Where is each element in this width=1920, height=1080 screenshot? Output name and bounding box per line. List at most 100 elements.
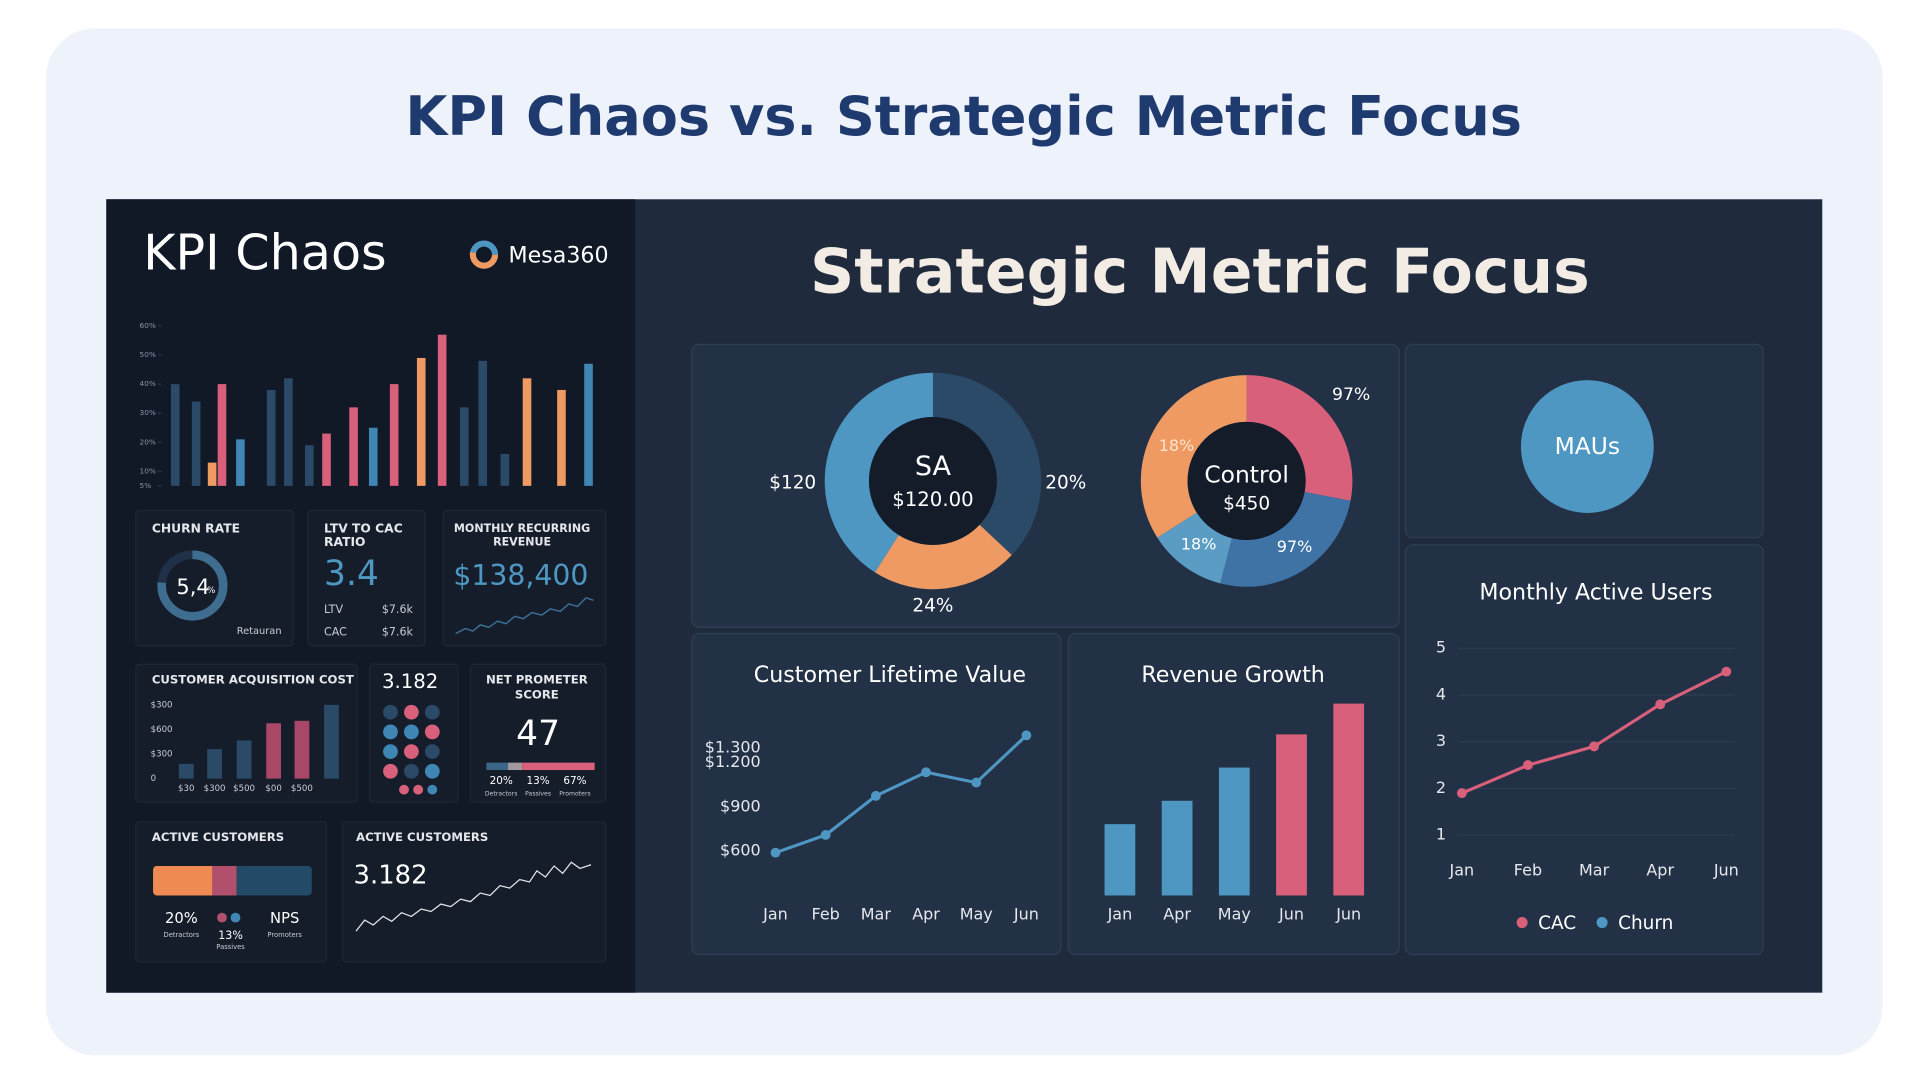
y-tick-label: 3 <box>1436 731 1446 750</box>
data-point <box>1523 760 1533 771</box>
kpi-value: 3.182 <box>382 670 438 693</box>
dot <box>383 704 398 720</box>
split-bar <box>153 865 218 896</box>
y-tick-label: $600 <box>720 841 761 860</box>
donut-segment <box>824 372 933 573</box>
item-name: Detractors <box>164 931 200 939</box>
data-point <box>971 777 982 788</box>
dot <box>217 912 227 923</box>
bar <box>284 378 293 486</box>
bar <box>294 720 310 779</box>
donut-center-value: $450 <box>1223 493 1270 514</box>
dot <box>424 704 440 720</box>
card-label: RATIO <box>324 535 365 549</box>
y-tick-label: $1.200 <box>705 752 761 771</box>
segment-name: Passives <box>525 790 551 797</box>
y-tick-label: 5% <box>140 481 152 490</box>
data-point <box>1456 788 1467 799</box>
dot <box>404 744 419 759</box>
donut-annotation: 18% <box>1181 534 1217 553</box>
donut-segment <box>932 372 1042 556</box>
page-title: KPI Chaos vs. Strategic Metric Focus <box>405 85 1521 148</box>
panel-title: KPI Chaos <box>143 223 386 281</box>
dot <box>383 744 398 759</box>
row-value: $7.6k <box>382 603 414 616</box>
bar <box>478 360 488 486</box>
x-tick-label: $00 <box>265 784 281 794</box>
donut-annotation: $120 <box>769 472 816 493</box>
segment-name: Detractors <box>485 790 517 797</box>
kpi-value: 3.182 <box>354 860 428 890</box>
card <box>341 821 607 963</box>
panel-title: Strategic Metric Focus <box>810 236 1590 308</box>
dot <box>427 784 438 795</box>
y-tick-label: $600 <box>151 725 173 735</box>
bar <box>178 763 194 779</box>
split-bar <box>212 865 237 896</box>
dot <box>383 724 398 740</box>
donut-center: Control <box>1204 461 1288 489</box>
bar <box>266 389 276 486</box>
y-tick-label: $300 <box>151 750 173 760</box>
dot <box>383 763 398 779</box>
bar <box>324 704 339 779</box>
x-tick-label: Feb <box>812 905 840 924</box>
data-point <box>820 830 831 840</box>
data-point <box>1655 699 1666 710</box>
dot <box>404 763 419 779</box>
y-tick-label: 0 <box>151 774 156 784</box>
dot <box>424 724 440 740</box>
data-point <box>921 767 931 778</box>
x-tick-label: Apr <box>1646 860 1674 879</box>
x-tick-label: $500 <box>233 784 255 794</box>
donut-segment <box>1220 492 1351 587</box>
sparkline <box>355 861 592 932</box>
chart-title: Customer Lifetime Value <box>754 662 1026 688</box>
x-tick-label: Jan <box>762 905 788 924</box>
stacked-segment <box>522 762 595 771</box>
gauge-arc <box>157 550 228 621</box>
y-tick-label: 10% <box>140 466 156 475</box>
legend-swatch <box>1596 917 1608 929</box>
x-tick-label: May <box>960 905 993 924</box>
donut-segment <box>1246 375 1353 501</box>
stacked-segment <box>486 762 509 771</box>
segment-name: Promoters <box>559 790 590 797</box>
card-label: NET PROMETER <box>486 673 588 687</box>
kpi-unit: % <box>207 586 215 596</box>
bar <box>1276 734 1307 896</box>
note: Retauran <box>237 626 282 637</box>
y-tick-label: 1 <box>1436 825 1446 844</box>
bar <box>236 740 252 779</box>
bar <box>1333 703 1365 896</box>
bar <box>322 433 331 486</box>
x-tick-label: Jun <box>1278 905 1304 924</box>
donut-annotation: 18% <box>1159 436 1195 455</box>
row-label: LTV <box>324 603 343 616</box>
x-tick-label: Apr <box>912 905 940 924</box>
data-point <box>1021 730 1032 741</box>
y-tick-label: 30% <box>140 408 156 417</box>
x-tick-label: Jun <box>1013 905 1039 924</box>
dot <box>413 784 424 795</box>
card-label: SCORE <box>515 687 559 701</box>
card-label: CUSTOMER ACQUISITION COST <box>152 673 354 687</box>
segment-label: 20% <box>490 775 513 787</box>
bar <box>459 407 469 486</box>
donut-segment <box>874 524 1012 590</box>
bar <box>584 363 593 486</box>
donut-hole <box>1187 421 1306 540</box>
bar <box>304 445 314 486</box>
dot <box>230 912 241 923</box>
bar <box>368 427 378 486</box>
bar <box>500 453 510 486</box>
bar <box>236 439 245 486</box>
x-tick-label: $30 <box>178 784 194 794</box>
segment-label: 13% <box>526 775 549 787</box>
bar <box>217 384 227 486</box>
legend-label: CAC <box>1538 913 1576 934</box>
sparkline <box>455 596 594 635</box>
donut-annotation: 24% <box>912 595 953 616</box>
